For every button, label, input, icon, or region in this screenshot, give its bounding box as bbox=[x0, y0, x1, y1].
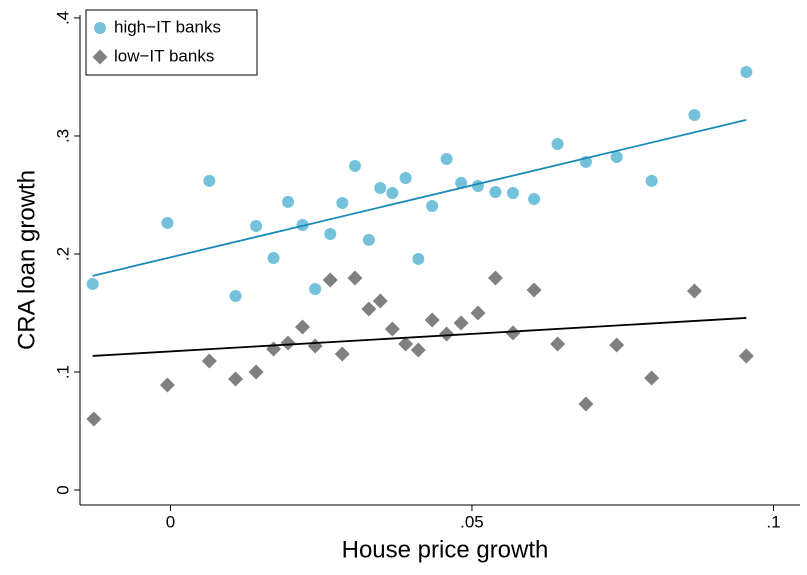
point bbox=[424, 312, 440, 328]
point bbox=[201, 353, 217, 369]
point bbox=[439, 326, 455, 342]
point bbox=[645, 174, 658, 187]
y-tick-label: 0 bbox=[53, 485, 72, 494]
point bbox=[347, 270, 363, 286]
point bbox=[471, 180, 484, 193]
point bbox=[267, 251, 280, 264]
point bbox=[324, 228, 337, 241]
point bbox=[336, 196, 349, 209]
point bbox=[686, 283, 702, 299]
point bbox=[248, 364, 264, 380]
point bbox=[489, 186, 502, 199]
point bbox=[551, 137, 564, 150]
point bbox=[740, 66, 753, 79]
legend-marker bbox=[92, 49, 108, 65]
point bbox=[282, 195, 295, 208]
x-tick-label: .05 bbox=[460, 512, 484, 531]
point bbox=[86, 277, 99, 290]
point bbox=[453, 315, 469, 331]
point bbox=[528, 192, 541, 205]
legend-label: high−IT banks bbox=[114, 17, 221, 36]
point bbox=[426, 199, 439, 212]
point bbox=[410, 342, 426, 358]
point bbox=[610, 150, 623, 163]
point bbox=[506, 186, 519, 199]
point bbox=[609, 337, 625, 353]
y-tick-label: .4 bbox=[53, 11, 72, 25]
point bbox=[361, 301, 377, 317]
fit-line bbox=[92, 317, 747, 357]
y-tick-label: .2 bbox=[53, 247, 72, 261]
y-tick-label: .3 bbox=[53, 129, 72, 143]
point bbox=[440, 152, 453, 165]
point bbox=[295, 319, 311, 335]
point bbox=[487, 270, 503, 286]
x-tick-label: .1 bbox=[766, 512, 780, 531]
point bbox=[644, 370, 660, 386]
point bbox=[334, 346, 350, 362]
point bbox=[250, 220, 263, 233]
x-axis-title: House price growth bbox=[342, 536, 549, 563]
point bbox=[161, 216, 174, 229]
point bbox=[398, 336, 414, 352]
legend-label: low−IT banks bbox=[114, 46, 214, 65]
x-tick-label: 0 bbox=[166, 512, 175, 531]
point bbox=[159, 377, 175, 393]
point bbox=[399, 171, 412, 184]
y-axis-title: CRA loan growth bbox=[13, 170, 40, 350]
point bbox=[688, 108, 701, 121]
point bbox=[229, 289, 242, 302]
point bbox=[322, 272, 338, 288]
point bbox=[203, 174, 216, 187]
legend-box bbox=[85, 9, 258, 76]
point bbox=[86, 411, 102, 427]
legend-marker bbox=[94, 22, 106, 34]
point bbox=[526, 282, 542, 298]
point bbox=[455, 176, 468, 189]
y-tick-label: .1 bbox=[53, 365, 72, 379]
point bbox=[505, 325, 521, 341]
point bbox=[470, 305, 486, 321]
point bbox=[280, 335, 296, 351]
point bbox=[266, 341, 282, 357]
point bbox=[372, 293, 388, 309]
point bbox=[362, 233, 375, 246]
point bbox=[374, 182, 387, 195]
fit-line bbox=[92, 119, 747, 277]
point bbox=[309, 283, 322, 296]
point bbox=[412, 252, 425, 265]
point bbox=[738, 348, 754, 364]
point bbox=[550, 336, 566, 352]
point bbox=[578, 396, 594, 412]
point bbox=[386, 186, 399, 199]
point bbox=[307, 338, 323, 354]
point bbox=[228, 371, 244, 387]
point bbox=[348, 159, 361, 172]
point bbox=[384, 321, 400, 337]
